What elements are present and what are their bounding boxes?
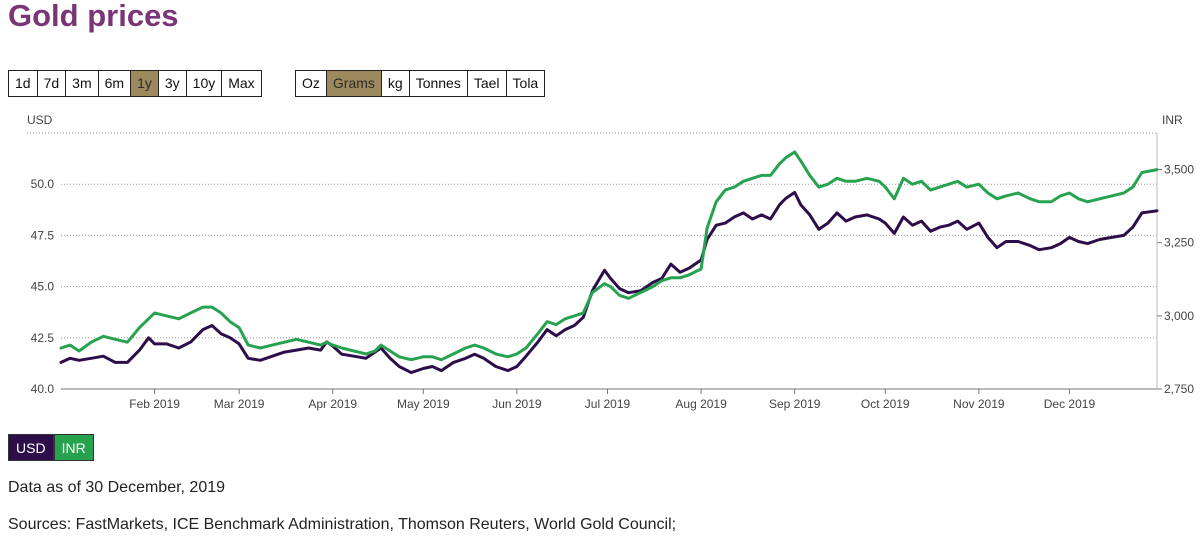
gridlines [27,132,1157,390]
left-tick-label: 42.5 [31,331,55,345]
right-tick-label: 3,000 [1164,309,1194,323]
unit-grams-button[interactable]: Grams [325,70,382,97]
range-max-button[interactable]: Max [221,70,262,97]
legend: USD INR [8,434,94,461]
range-1d-button[interactable]: 1d [8,70,38,97]
range-6m-button[interactable]: 6m [97,70,132,97]
range-7d-button[interactable]: 7d [36,70,67,97]
x-tick-label: Aug 2019 [675,397,727,411]
right-tick-label: 3,250 [1164,236,1194,250]
x-tick-label: Mar 2019 [214,397,265,411]
unit-tonnes-button[interactable]: Tonnes [408,70,468,97]
right-tick-label: 3,500 [1164,163,1194,177]
left-axis-ticks: 40.0 42.5 45.0 47.5 50.0 [31,177,55,396]
range-3y-button[interactable]: 3y [157,70,187,97]
x-tick-label: Jul 2019 [585,397,631,411]
x-tick-label: Dec 2019 [1044,397,1096,411]
right-axis-label: INR [1162,113,1183,127]
x-tick-label: Sep 2019 [769,397,821,411]
x-axis-ticks: Feb 2019 Mar 2019 Apr 2019 May 2019 Jun 2019… [129,389,1095,411]
series-lines [59,150,1159,375]
time-range-selector: 1d 7d 3m 6m 1y 3y 10y Max [8,70,262,97]
series-line-inr [59,150,1159,362]
x-tick-label: Apr 2019 [308,397,357,411]
sources-note: Sources: FastMarkets, ICE Benchmark Admi… [8,516,677,533]
unit-tola-button[interactable]: Tola [505,70,546,97]
left-tick-label: 45.0 [31,280,55,294]
unit-tael-button[interactable]: Tael [466,70,507,97]
x-tick-label: Oct 2019 [861,397,910,411]
right-tick-label: 2,750 [1164,382,1194,396]
legend-inr[interactable]: INR [53,434,94,461]
left-tick-label: 47.5 [31,228,55,242]
x-tick-label: Jun 2019 [492,397,542,411]
unit-selector: Oz Grams kg Tonnes Tael Tola [295,70,546,97]
legend-usd[interactable]: USD [8,434,54,461]
left-axis-label: USD [27,113,53,127]
left-tick-label: 50.0 [31,177,55,191]
x-tick-label: Feb 2019 [129,397,180,411]
gold-price-chart: USD INR 40.0 42.5 45.0 47.5 50.0 2,750 3,000 3… [27,113,1194,411]
series-line-usd [59,190,1159,375]
range-1y-button[interactable]: 1y [130,70,159,97]
x-tick-label: Nov 2019 [953,397,1005,411]
unit-oz-button[interactable]: Oz [295,70,327,97]
data-as-of-note: Data as of 30 December, 2019 [8,479,226,496]
right-axis-ticks: 2,750 3,000 3,250 3,500 [1156,133,1194,396]
page-title: Gold prices [8,0,179,33]
left-tick-label: 40.0 [31,382,55,396]
range-10y-button[interactable]: 10y [185,70,223,97]
range-3m-button[interactable]: 3m [65,70,99,97]
x-tick-label: May 2019 [397,397,450,411]
unit-kg-button[interactable]: kg [380,70,410,97]
